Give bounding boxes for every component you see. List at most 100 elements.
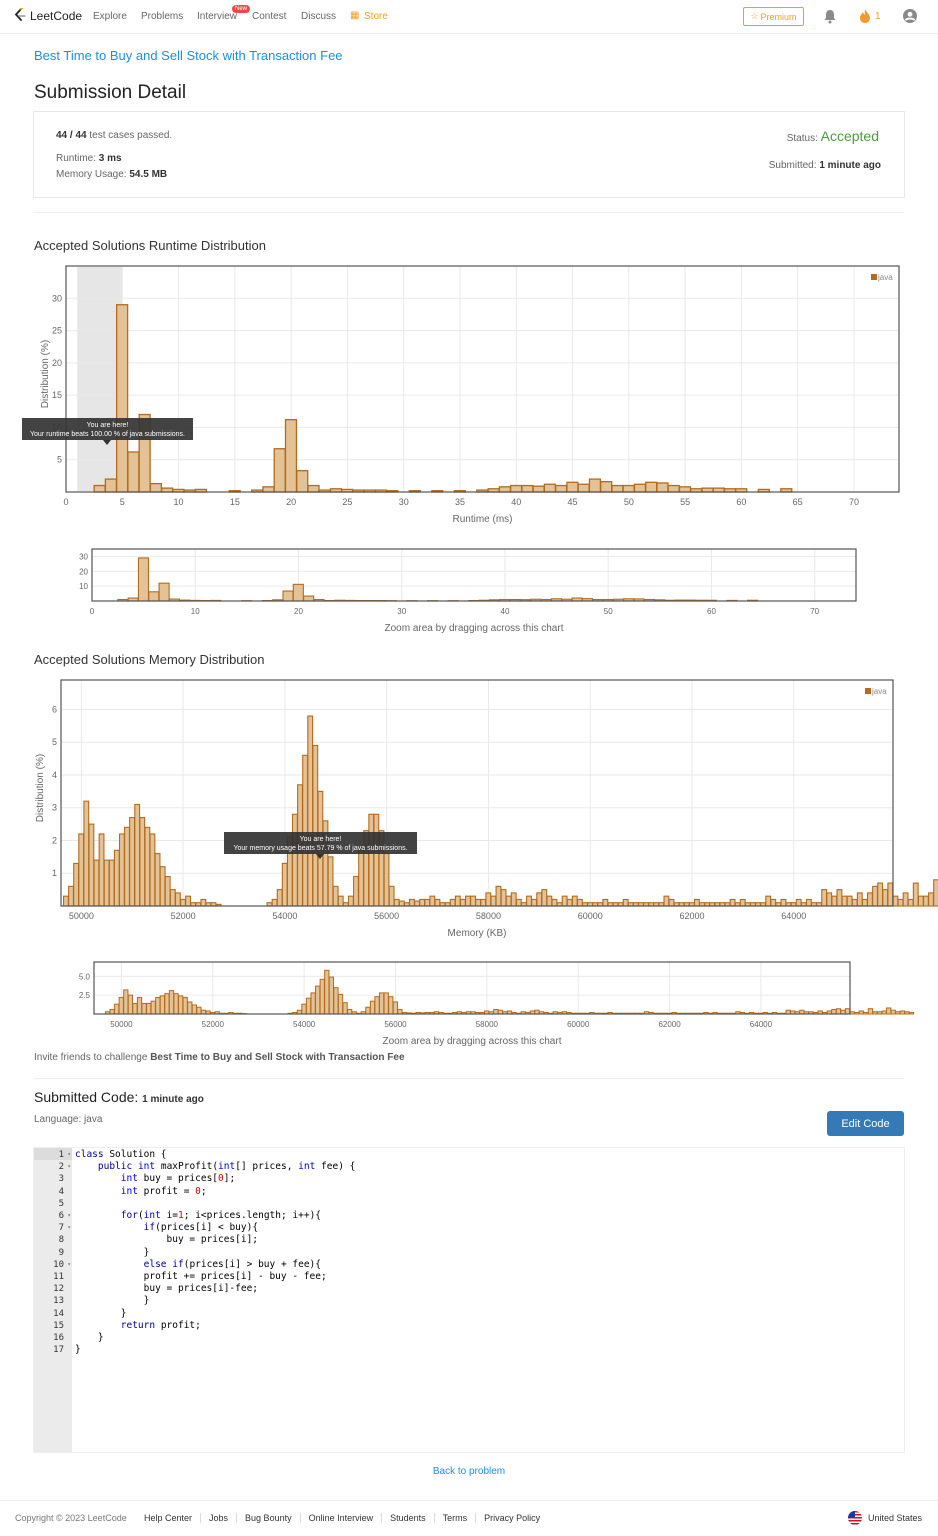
- histogram-bar[interactable]: [68, 885, 74, 907]
- histogram-bar[interactable]: [134, 803, 141, 907]
- histogram-bar[interactable]: [543, 483, 557, 493]
- histogram-bar[interactable]: [292, 583, 304, 602]
- leetcode-logo[interactable]: LeetCode: [14, 8, 82, 23]
- histogram-bar[interactable]: [302, 754, 309, 907]
- histogram-bar[interactable]: [600, 481, 613, 493]
- edit-code-button[interactable]: Edit Code: [827, 1111, 904, 1136]
- histogram-bar[interactable]: [118, 833, 125, 907]
- histogram-bar[interactable]: [495, 885, 502, 907]
- runtime-zoom-chart[interactable]: 0 10 20 30 40 50 60 70 10 20 30 Zoom area by draggi…: [0, 545, 938, 637]
- histogram-bar[interactable]: [182, 996, 188, 1015]
- histogram-bar[interactable]: [895, 1011, 901, 1015]
- histogram-bar[interactable]: [765, 895, 772, 907]
- footer-link-students[interactable]: Students: [381, 1513, 434, 1523]
- histogram-bar[interactable]: [844, 1008, 851, 1015]
- nav-link-contest[interactable]: Contest: [252, 11, 287, 22]
- histogram-bar[interactable]: [526, 895, 532, 907]
- histogram-bar[interactable]: [327, 856, 334, 907]
- histogram-bar[interactable]: [127, 994, 134, 1015]
- histogram-bar[interactable]: [109, 1008, 115, 1015]
- histogram-bar[interactable]: [88, 823, 95, 907]
- histogram-bar[interactable]: [739, 898, 746, 907]
- memory-distribution-chart[interactable]: 50000 52000 54000 56000 58000 60000 62000 64000…: [0, 674, 938, 944]
- histogram-bar[interactable]: [200, 898, 207, 907]
- histogram-bar[interactable]: [139, 817, 146, 907]
- histogram-bar[interactable]: [459, 898, 466, 907]
- histogram-bar[interactable]: [908, 1011, 915, 1015]
- histogram-bar[interactable]: [174, 892, 181, 907]
- histogram-bar[interactable]: [902, 892, 909, 907]
- histogram-bar[interactable]: [148, 591, 160, 602]
- histogram-bar[interactable]: [169, 889, 176, 907]
- histogram-bar[interactable]: [912, 882, 919, 907]
- histogram-bar[interactable]: [846, 895, 853, 907]
- histogram-bar[interactable]: [656, 482, 669, 493]
- histogram-bar[interactable]: [319, 978, 325, 1015]
- histogram-bar[interactable]: [867, 1008, 874, 1015]
- histogram-bar[interactable]: [103, 859, 110, 907]
- histogram-bar[interactable]: [136, 996, 143, 1015]
- histogram-bar[interactable]: [132, 1002, 138, 1015]
- footer-link-privacy-policy[interactable]: Privacy Policy: [475, 1513, 548, 1523]
- histogram-bar[interactable]: [667, 484, 680, 493]
- fold-toggle-icon[interactable]: ▾: [67, 1212, 71, 1219]
- histogram-bar[interactable]: [515, 898, 522, 907]
- histogram-bar[interactable]: [475, 898, 482, 907]
- histogram-bar[interactable]: [127, 451, 140, 493]
- nav-link-discuss[interactable]: Discuss: [301, 11, 337, 22]
- histogram-bar[interactable]: [805, 898, 812, 907]
- histogram-bar[interactable]: [262, 486, 275, 493]
- histogram-bar[interactable]: [876, 1011, 883, 1015]
- histogram-bar[interactable]: [663, 895, 670, 907]
- histogram-bar[interactable]: [434, 898, 441, 907]
- histogram-bar[interactable]: [282, 590, 294, 602]
- footer-link-help-center[interactable]: Help Center: [144, 1513, 193, 1523]
- fold-toggle-icon[interactable]: ▾: [67, 1151, 71, 1158]
- histogram-bar[interactable]: [851, 898, 858, 907]
- histogram-bar[interactable]: [307, 715, 314, 907]
- histogram-bar[interactable]: [168, 990, 175, 1015]
- histogram-bar[interactable]: [881, 1010, 887, 1015]
- footer-link-terms[interactable]: Terms: [433, 1513, 476, 1523]
- histogram-bar[interactable]: [150, 1000, 156, 1015]
- histogram-bar[interactable]: [490, 895, 497, 907]
- histogram-bar[interactable]: [337, 895, 344, 907]
- histogram-bar[interactable]: [104, 478, 118, 493]
- histogram-bar[interactable]: [429, 895, 436, 907]
- histogram-bar[interactable]: [872, 1011, 878, 1015]
- histogram-bar[interactable]: [561, 895, 568, 907]
- legend-label[interactable]: java: [871, 687, 887, 696]
- histogram-bar[interactable]: [159, 995, 166, 1015]
- histogram-bar[interactable]: [123, 989, 129, 1015]
- histogram-bar[interactable]: [536, 892, 543, 907]
- histogram-bar[interactable]: [424, 898, 431, 907]
- histogram-bar[interactable]: [917, 895, 924, 907]
- histogram-bar[interactable]: [493, 1008, 499, 1015]
- histogram-bar[interactable]: [312, 744, 319, 907]
- histogram-bar[interactable]: [383, 992, 389, 1015]
- premium-button[interactable]: ☆ Premium: [743, 7, 804, 26]
- histogram-bar[interactable]: [159, 866, 166, 907]
- histogram-bar[interactable]: [116, 304, 129, 493]
- histogram-bar[interactable]: [196, 1006, 202, 1015]
- histogram-bar[interactable]: [622, 484, 635, 493]
- histogram-bar[interactable]: [337, 993, 344, 1015]
- histogram-bar[interactable]: [904, 1011, 910, 1015]
- histogram-bar[interactable]: [158, 582, 170, 602]
- histogram-bar[interactable]: [271, 898, 278, 907]
- histogram-bar[interactable]: [867, 892, 873, 907]
- histogram-bar[interactable]: [397, 1008, 403, 1015]
- histogram-bar[interactable]: [369, 1000, 376, 1015]
- histogram-bar[interactable]: [398, 900, 405, 907]
- histogram-bar[interactable]: [890, 1009, 896, 1015]
- histogram-bar[interactable]: [93, 484, 106, 493]
- problem-title-link[interactable]: Best Time to Buy and Sell Stock with Tra…: [34, 48, 343, 63]
- histogram-bar[interactable]: [114, 1003, 120, 1015]
- histogram-bar[interactable]: [83, 800, 90, 907]
- histogram-bar[interactable]: [144, 826, 151, 907]
- footer-link-online-interview[interactable]: Online Interview: [299, 1513, 382, 1523]
- histogram-bar[interactable]: [129, 817, 136, 907]
- histogram-bar[interactable]: [414, 900, 421, 907]
- histogram-bar[interactable]: [383, 853, 390, 907]
- histogram-bar[interactable]: [108, 859, 115, 907]
